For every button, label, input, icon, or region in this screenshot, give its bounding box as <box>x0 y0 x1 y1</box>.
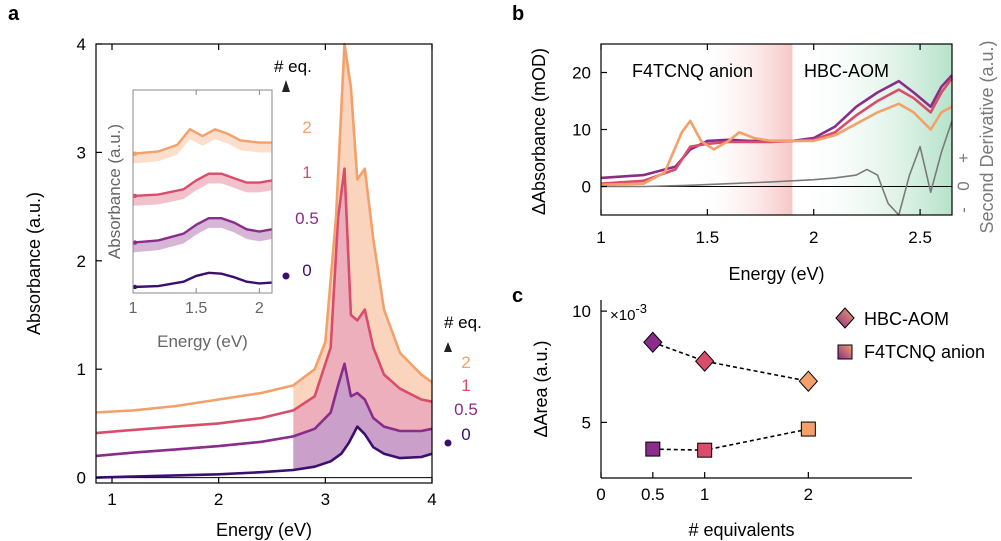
right-axis-tick-label: - <box>954 207 973 213</box>
legend-label-f4tcnq-anion: F4TCNQ anion <box>864 342 985 362</box>
panel-b: F4TCNQ anion HBC-AOM 1 1.5 2 2.5 0 10 20 Energy (… <box>529 40 997 284</box>
y-tick-label: 10 <box>572 121 591 140</box>
legend-square-icon <box>837 344 853 360</box>
x-tick-label: 1.5 <box>696 228 720 247</box>
legend-title: # eq. <box>444 313 482 332</box>
x-tick-label: 1 <box>107 490 116 509</box>
inset-x-tick-label: 1.5 <box>185 300 207 317</box>
inset-x-tick-label: 2 <box>255 300 264 317</box>
legend-arrow-head <box>444 342 452 352</box>
inset-legend-arrow-head <box>282 80 290 92</box>
dashed-line-diamond <box>652 341 809 382</box>
right-axis-tick-label: 0 <box>954 181 973 190</box>
marker-hbc-aom <box>694 350 715 372</box>
panel-a-inset: 1 1.5 2 Energy (eV) Absorbance (a.u.) # eq. 2 1… <box>105 57 319 351</box>
y-tick-label: 1 <box>77 360 86 379</box>
inset-line-1 <box>132 172 273 198</box>
right-axis-label: Second Derivative (a.u.) <box>977 40 997 233</box>
legend-diamond-icon <box>835 307 855 329</box>
inset-legend-entry-1: 1 <box>302 163 311 182</box>
panel-a: 1 2 3 4 0 1 2 3 4 Energy (eV) Absorbance (a.u.) # e… <box>24 35 482 540</box>
marker-hbc-aom <box>643 331 663 354</box>
x-tick-label: 2 <box>804 485 813 504</box>
series-line-second-derivative <box>601 120 953 216</box>
inset-band-2 <box>133 129 272 164</box>
series-line-0 <box>95 425 433 479</box>
y-axis-label: ΔArea (a.u.) <box>531 340 551 437</box>
inset-start-dot-1 <box>132 193 138 199</box>
region-label-anion: F4TCNQ anion <box>632 61 753 81</box>
shaded-band-1 <box>293 168 432 437</box>
y-tick-label: 10 <box>572 302 591 321</box>
inset-legend-entry-0: 0 <box>302 261 311 280</box>
legend-arrow-base <box>444 439 452 447</box>
x-axis-label: Energy (eV) <box>216 520 312 540</box>
x-axis-label: # equivalents <box>688 520 794 540</box>
inset-legend-entry-0.5: 0.5 <box>295 209 319 228</box>
legend-label-hbc-aom: HBC-AOM <box>864 309 949 329</box>
legend-entry-1: 1 <box>461 376 470 395</box>
panel-b-label: b <box>512 3 524 25</box>
x-tick-label: 1 <box>700 485 709 504</box>
inset-legend-arrow-base <box>282 272 290 280</box>
marker-f4tcnq-anion <box>800 421 816 437</box>
series-line-2 <box>95 42 433 414</box>
inset-band-0.5 <box>133 218 272 253</box>
inset-legend-entry-2: 2 <box>302 118 311 137</box>
inset-frame <box>132 89 273 294</box>
y-axis-label: Absorbance (a.u.) <box>24 192 44 335</box>
x-tick-label: 2.5 <box>908 228 932 247</box>
y-axis-label: ΔAbsorbance (mOD) <box>529 48 549 215</box>
panel-c: 0 0.5 1 2 5 10 ×10-3 # equivalents ΔArea (a.u.) H… <box>531 300 985 540</box>
inset-legend-title: # eq. <box>274 57 312 76</box>
inset-x-axis-label: Energy (eV) <box>157 332 248 351</box>
x-axis-label: Energy (eV) <box>728 264 824 284</box>
inset-start-dot-2 <box>132 151 138 156</box>
y-tick-label: 5 <box>582 413 591 432</box>
y-tick-label: 20 <box>572 64 591 83</box>
series-line-1 <box>95 167 433 435</box>
marker-f4tcnq-anion <box>645 441 661 457</box>
x-tick-label: 2 <box>214 490 223 509</box>
y-tick-label: 2 <box>77 252 86 271</box>
x-tick-label: 3 <box>321 490 330 509</box>
marker-hbc-aom <box>798 370 819 392</box>
inset-band-1 <box>133 173 272 206</box>
y-tick-label: 4 <box>77 35 86 54</box>
inset-background <box>133 90 272 293</box>
series-line-2 <box>600 102 953 187</box>
dashed-line-square <box>652 428 809 452</box>
y-tick-label: 3 <box>77 143 86 162</box>
panel-a-frame <box>95 43 433 484</box>
shaded-band-0.5 <box>293 363 432 470</box>
y-scale-factor: ×10-3 <box>610 301 647 324</box>
inset-start-dot-0 <box>132 284 138 290</box>
panel-a-label: a <box>8 3 20 25</box>
inset-x-tick-label: 1 <box>129 300 138 317</box>
region-label-aom: HBC-AOM <box>804 61 889 81</box>
inset-line-2 <box>132 127 272 155</box>
inset-line-0.5 <box>132 217 273 244</box>
panel-c-label: c <box>512 285 523 307</box>
y-tick-label: 0 <box>582 178 591 197</box>
inset-y-axis-label: Absorbance (a.u.) <box>105 124 124 259</box>
inset-line-0 <box>132 271 273 289</box>
x-tick-label: 2 <box>809 228 818 247</box>
x-tick-label: 4 <box>427 490 436 509</box>
legend-entry-0: 0 <box>461 425 470 444</box>
y-tick-label: 0 <box>77 469 86 488</box>
x-tick-label: 0.5 <box>641 485 665 504</box>
marker-f4tcnq-anion <box>697 442 713 458</box>
x-tick-label: 1 <box>596 228 605 247</box>
inset-start-dot-0.5 <box>132 240 138 245</box>
legend-entry-0.5: 0.5 <box>454 400 478 419</box>
x-tick-label: 0 <box>596 485 605 504</box>
right-axis-tick-label: + <box>954 153 973 163</box>
legend-entry-2: 2 <box>461 353 470 372</box>
series-line-0.5 <box>95 362 433 458</box>
